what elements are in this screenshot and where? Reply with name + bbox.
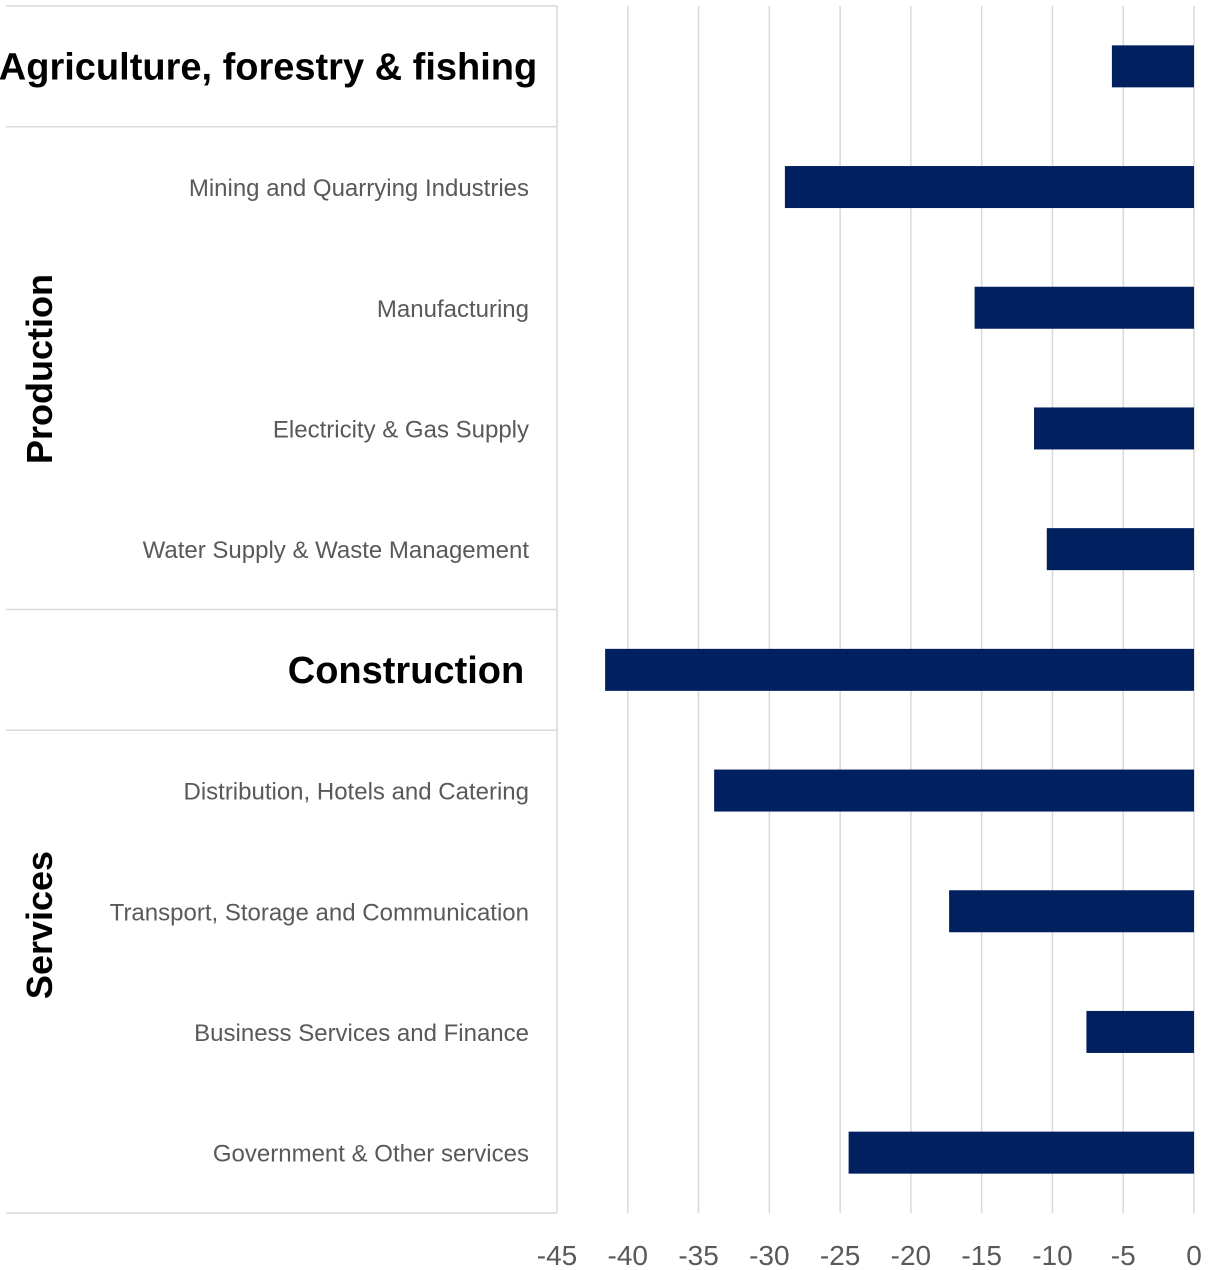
group-label: Production [19,274,60,464]
x-tick-label: 0 [1186,1240,1202,1270]
x-tick-label: -20 [891,1240,931,1270]
bar [974,286,1194,329]
category-label: Water Supply & Waste Management [143,537,530,564]
x-tick-label: -25 [820,1240,860,1270]
x-axis-tick-labels: -45 -40 -35 -30 -25 -20 -15 -10 -5 0 [537,1240,1202,1270]
group-labels: Production Services [19,274,60,999]
bar [949,890,1194,933]
bar [1034,407,1194,450]
bar [784,166,1194,209]
x-tick-label: -10 [1032,1240,1072,1270]
x-tick-label: -30 [749,1240,789,1270]
category-label: Transport, Storage and Communication [110,899,529,926]
x-tick-label: -45 [537,1240,577,1270]
bar [605,648,1194,691]
bars [605,45,1194,1174]
x-tick-label: -5 [1111,1240,1136,1270]
category-label: Business Services and Finance [194,1020,529,1047]
category-separators [6,5,557,1214]
category-label: Agriculture, forestry & fishing [0,46,537,88]
bar [1086,1010,1194,1053]
category-labels: Agriculture, forestry & fishing Mining an… [0,46,537,1167]
bar [1111,45,1194,88]
bar [1046,528,1194,571]
category-label: Construction [288,650,524,692]
group-label: Services [19,851,60,999]
bar [848,1131,1194,1174]
category-label: Government & Other services [213,1141,529,1168]
category-label: Electricity & Gas Supply [273,416,529,443]
bar [714,769,1194,812]
x-tick-label: -35 [678,1240,718,1270]
category-label: Manufacturing [377,296,529,323]
category-label: Mining and Quarrying Industries [189,175,529,202]
x-tick-label: -15 [961,1240,1001,1270]
category-label: Distribution, Hotels and Catering [183,779,529,806]
x-tick-label: -40 [608,1240,648,1270]
